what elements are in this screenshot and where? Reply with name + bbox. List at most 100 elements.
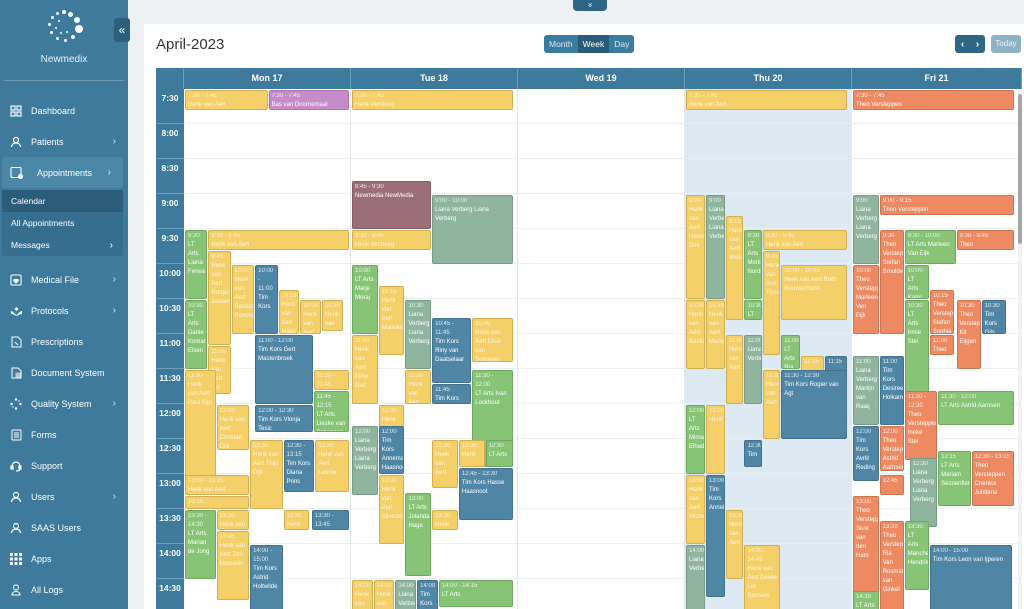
appointment-event[interactable]: 13:00 - 13:15 Henk van Aert	[185, 475, 250, 495]
appointment-event[interactable]: 10:00 LT Arts Marje Moraj	[352, 265, 378, 334]
appointment-event[interactable]: 10:30 Liana Verberg Liana Verberg	[405, 300, 432, 369]
day-header-tue[interactable]: Tue 18	[351, 68, 518, 89]
scrollbar-thumb[interactable]	[1018, 94, 1022, 244]
appointment-event[interactable]: 11:45 - 12:15 LT Arts Lieske van Scheppen	[313, 391, 350, 432]
appointment-event[interactable]: 10:30 LT	[744, 300, 762, 320]
appointment-event[interactable]: 14:00 - 14:45 Henk van Aert Dewie Lor Sen…	[744, 545, 781, 609]
appointment-event[interactable]: 7:30 - 7:45 Theo Versteppen	[853, 90, 1014, 110]
sidebar-item-document-system[interactable]: Document System	[0, 357, 128, 388]
appointment-event[interactable]: 14:30 LT Arts Shennah	[853, 590, 879, 609]
prev-week-button[interactable]: ‹	[960, 38, 965, 50]
submenu-item-calendar[interactable]: Calendar	[2, 190, 123, 212]
appointment-event[interactable]: 7:30 - 7:45 Henk van Aert	[185, 90, 268, 110]
appointment-event[interactable]: 13:00 LT Arts Jolanda Hage	[405, 492, 432, 576]
appointment-event[interactable]: 13:00 Henk van Aert Michel	[686, 475, 706, 544]
day-header-fri[interactable]: Fri 21	[852, 68, 1022, 89]
day-header-thu[interactable]: Thu 20	[685, 68, 852, 89]
appointment-event[interactable]: 10:15 Henk van Aert Milan	[278, 289, 300, 334]
appointment-event[interactable]: 14:00 Liana Verberg	[686, 545, 706, 609]
calendar-scrollbar[interactable]	[1018, 89, 1022, 609]
appointment-event[interactable]: 10:30 Henk van Aert	[321, 300, 343, 331]
appointment-event[interactable]: 9:30 - 10:00 LT Arts Marleen Van Eijk	[904, 230, 956, 264]
sidebar-item-medical-file[interactable]: Medical File ›	[0, 264, 128, 295]
appointment-event[interactable]: 11:00 Liana Verberg	[744, 335, 762, 404]
sidebar-item-users[interactable]: Users ›	[0, 481, 128, 512]
appointment-event[interactable]: 11:00 Tim Kors Desiree Holkamp	[879, 356, 904, 425]
appointment-event[interactable]: 9:00 - 9:15 Theo Versteppen	[879, 195, 1014, 215]
appointment-event[interactable]: 10:30 Henk van Aert Mariska	[706, 300, 726, 369]
sidebar-item-prescriptions[interactable]: Prescriptions	[0, 326, 128, 357]
day-header-wed[interactable]: Wed 19	[518, 68, 685, 89]
appointment-event[interactable]: 12:00 Henk	[706, 405, 726, 474]
appointment-event[interactable]: 14:00 - 15:00 Tim Kors Leon van Ijperen	[929, 545, 1013, 609]
appointment-event[interactable]: 9:30 - 9:45 Henk van Aert	[762, 230, 847, 250]
appointment-event[interactable]: 12:30 Henk van Aert	[432, 440, 458, 488]
appointment-event[interactable]: 9:30 LT Arts Liana Ferwa	[185, 230, 208, 299]
view-day-button[interactable]: Day	[614, 39, 630, 49]
appointment-event[interactable]: 13:30 Henk van Aert	[726, 510, 744, 579]
view-month-button[interactable]: Month	[549, 39, 573, 49]
appointment-event[interactable]: 12:30 Henk	[458, 440, 485, 467]
view-week-button[interactable]: Week	[577, 35, 610, 53]
sidebar-item-all-logs[interactable]: All Logs	[0, 574, 128, 605]
appointment-event[interactable]: 14:00 Liana Verberg Judith Peters	[395, 580, 417, 609]
appointment-event[interactable]: 12:30 Henk van Aert Leonie	[315, 440, 350, 492]
appointment-event[interactable]: 9:30 - 9:45 Henk Versteeg	[352, 230, 432, 250]
sidebar-item-support[interactable]: Support	[0, 450, 128, 481]
appointment-event[interactable]: 13:00 Henk van Aert Silvester	[378, 475, 405, 544]
appointment-event[interactable]: 7:30 - 7:45 Henk van Aert	[686, 90, 847, 110]
appointment-event[interactable]: 10:00 LT Arts Karin Steenel	[904, 265, 929, 299]
appointment-event[interactable]: 9:00 Liana Verberg Liana Verberg	[706, 195, 726, 299]
appointment-event[interactable]: 13:30 Theo Versteppen Ria Van Rosmalen va…	[879, 520, 904, 609]
appointment-event[interactable]: 10:30 Henk van Aert	[300, 300, 321, 334]
appointment-event[interactable]: 13:30 Henk van	[283, 510, 310, 530]
appointment-event[interactable]: 13:00 Tim Kors Anneke	[706, 475, 726, 597]
sidebar-item-patients[interactable]: Patients ›	[0, 126, 128, 157]
appointment-event[interactable]: 11:30 - 12:00 LT Arts Astrid Aarnsen	[938, 391, 1014, 425]
appointment-event[interactable]: 12:00 - 12:30 Tim Kors Vlonja Tesic	[255, 405, 313, 432]
appointment-event[interactable]: 12:45 - 13:30 Tim Kors Hasse Haasnoot	[458, 468, 513, 520]
submenu-item-all-appointments[interactable]: All Appointments	[2, 212, 123, 234]
appointment-event[interactable]: 9:45 Henk van Aert Rutger Jansen	[208, 251, 231, 345]
appointment-event[interactable]: 13:30 LT Arts Manche Hendriks	[904, 520, 929, 590]
appointment-event[interactable]: 11:45 Tim Kors Mada	[432, 384, 472, 404]
appointment-event[interactable]: 11:00 Theo	[929, 335, 954, 355]
brand-logo[interactable]: Newmedix	[0, 8, 128, 72]
appointment-event[interactable]: 9:30 Theo Versteppen Stefan Smulders	[879, 230, 904, 334]
appointment-event[interactable]: 11:00 - 12:00 Tim Kors Gert Mastenbroek	[255, 335, 313, 404]
appointment-event[interactable]: 13:30 - 14:30 LT Arts Marian de Jong	[185, 510, 216, 579]
appointment-event[interactable]: 9:30 - 9:45 Theo	[956, 230, 1014, 250]
appointment-event[interactable]: 14:00 - 14:15 LT Arts	[438, 580, 513, 607]
expand-header-button[interactable]: »	[573, 0, 607, 11]
appointment-event[interactable]: 11:00 Liana Verberg Martijn van Raaij	[853, 356, 879, 425]
appointment-event[interactable]: 10:00 - 10:45 Henk van Aert Ruth Rouwenho…	[781, 265, 847, 320]
appointment-event[interactable]: 9:30 LT Arts Monic Nordl	[744, 230, 762, 299]
sidebar-item-apps[interactable]: Apps	[0, 543, 128, 574]
appointment-event[interactable]: 12:45	[879, 475, 904, 495]
appointment-event[interactable]: 13:30 Henk	[432, 510, 458, 530]
appointment-event[interactable]: 10:30 Henk van Aert Bastiaan	[686, 300, 706, 369]
appointment-event[interactable]: 7:30 - 7:45 Henk Versteeg	[352, 90, 513, 110]
sidebar-item-appointments[interactable]: Appointments ›	[2, 157, 123, 188]
appointment-event[interactable]: 10:00 - 11:00 Tim Kors	[255, 265, 278, 334]
appointment-event[interactable]: 10:00 Theo Versteppen Marleen Van Eijk	[853, 265, 879, 334]
appointment-event[interactable]: 12:30 - 13:15 Theo Versteppen Chenice Jub…	[971, 450, 1014, 506]
appointment-event[interactable]: 11:30 - 12:30 Theo Versteppen Ineke Stel	[904, 391, 938, 460]
appointment-event[interactable]: 12:00 Henk van Aert Christan Dijk	[216, 405, 250, 450]
appointment-event[interactable]: 13:45 Henk van Aert Zoë Mosselin	[216, 531, 250, 600]
appointment-event[interactable]: 11:00 Henk van Aert Eline Dief	[352, 335, 378, 404]
collapse-sidebar-button[interactable]: «	[114, 18, 130, 42]
appointment-event[interactable]: 11:30 Henk van Aert Paul Sijp	[185, 370, 216, 481]
appointment-event[interactable]: 13:15 Henk van Aert	[185, 496, 250, 509]
sidebar-item-dashboard[interactable]: Dashboard	[0, 95, 128, 126]
appointment-event[interactable]: 14:00 Henk van Aert Marcel	[352, 580, 373, 609]
appointment-event[interactable]: 11:30 Henk van Aert Berry	[405, 370, 432, 404]
appointment-event[interactable]: 7:30 - 7:45 Bas van Doornemaal	[268, 90, 350, 110]
submenu-item-messages[interactable]: Messages ›	[2, 234, 123, 256]
appointment-event[interactable]: 10:15 Henk van Aert Marieke	[378, 286, 405, 355]
appointment-event[interactable]: 10:30 LT Arts Danie Koman Elsen	[185, 300, 208, 369]
appointment-event[interactable]: 14:00 Tim Kors Ger de Jong	[417, 580, 438, 609]
appointment-event[interactable]: 11:30 - 12:30 Tim Kors Rogier van Agt	[781, 370, 847, 439]
